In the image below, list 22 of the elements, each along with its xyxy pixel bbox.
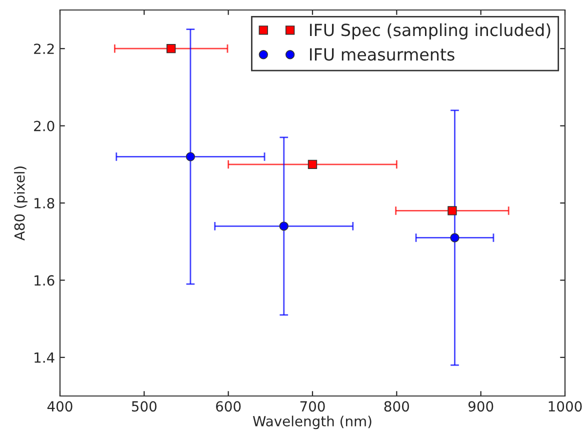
legend-label: IFU Spec (sampling included) <box>310 23 550 40</box>
point <box>308 160 318 169</box>
y-tick-label: 2.2 <box>34 44 54 54</box>
legend-label: IFU measurments <box>310 48 454 61</box>
point <box>448 206 457 216</box>
x-tick-label: 600 <box>216 401 241 412</box>
x-tick-label: 900 <box>468 401 494 412</box>
y-axis-title: A80 (pixel) <box>14 166 28 241</box>
x-tick-label: 500 <box>132 401 156 412</box>
point <box>279 222 288 231</box>
y-tick-label: 2.0 <box>34 120 54 132</box>
point <box>166 44 176 54</box>
x-tick-label: 800 <box>384 401 409 412</box>
point <box>186 152 196 162</box>
y-tick-label: 1.4 <box>34 352 54 363</box>
x-tick-label: 700 <box>300 401 325 412</box>
y-tick-label: 1.8 <box>34 198 54 208</box>
x-tick-label: 1000 <box>548 401 582 412</box>
y-tick-label: 1.6 <box>34 275 54 286</box>
point <box>450 233 460 242</box>
x-tick-label: 400 <box>47 401 72 412</box>
x-axis-title: Wavelength (nm) <box>252 416 372 430</box>
